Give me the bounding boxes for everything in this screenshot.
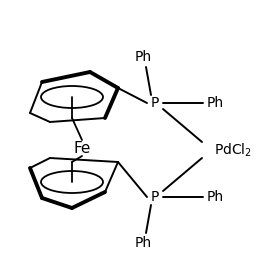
Text: Ph: Ph <box>207 190 224 204</box>
Text: Ph: Ph <box>207 96 224 110</box>
Text: PdCl$_2$: PdCl$_2$ <box>214 141 252 159</box>
Text: Ph: Ph <box>134 50 151 64</box>
Text: Fe: Fe <box>73 141 91 155</box>
Text: P: P <box>151 190 159 204</box>
Text: Ph: Ph <box>134 236 151 250</box>
Text: P: P <box>151 96 159 110</box>
